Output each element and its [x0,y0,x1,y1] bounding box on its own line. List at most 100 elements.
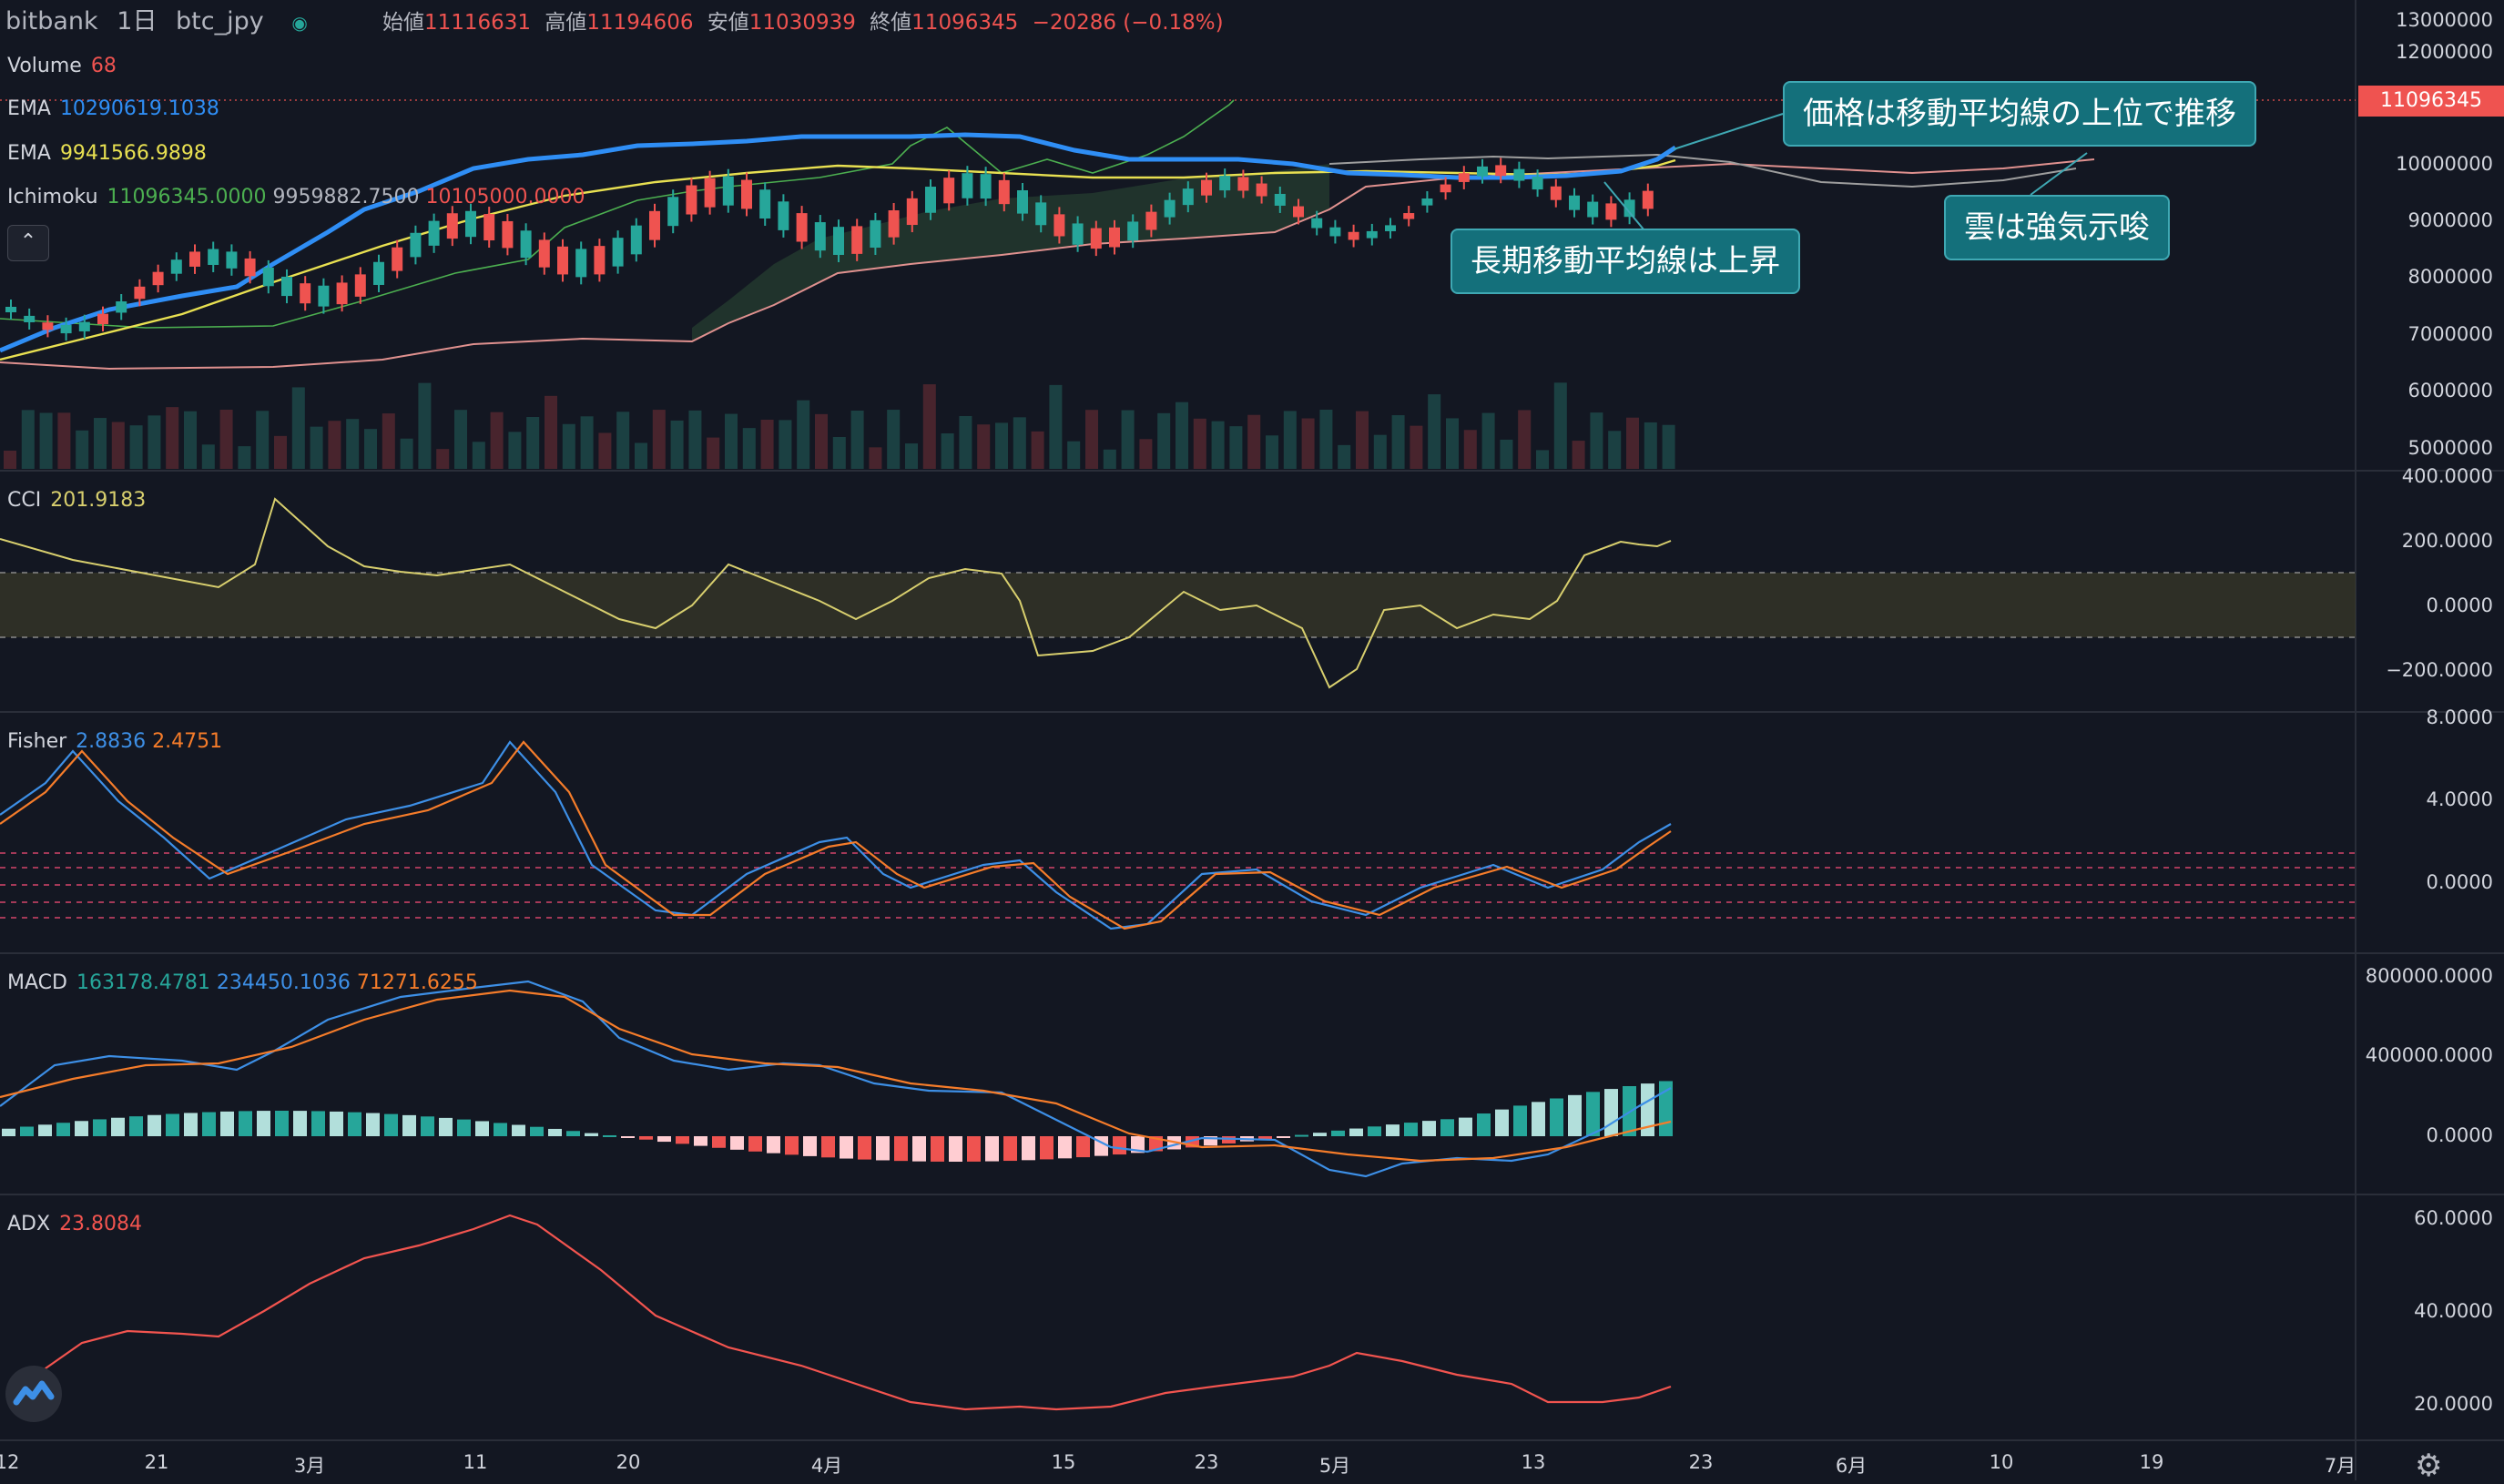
candle-body [410,232,422,258]
volume-bar [201,444,215,469]
high-label: 高値 [545,11,587,35]
macd-histogram-bar [1604,1089,1618,1136]
volume-legend[interactable]: Volume 68 [7,54,117,79]
macd-legend[interactable]: MACD 163178.4781 234450.1036 71271.6255 [7,971,478,996]
interval-label[interactable]: 1日 [117,7,158,36]
candle-body [1495,165,1507,177]
macd-histogram-bar [1568,1094,1582,1136]
symbol-header[interactable]: bitbank 1日 btc_jpy ◉ [5,9,308,36]
gear-icon[interactable]: ⚙ [2415,1448,2443,1484]
candle-body [557,246,568,275]
volume-bar [922,384,936,469]
fisher-legend[interactable]: Fisher 2.8836 2.4751 [7,729,222,755]
macd-histogram-bar [421,1116,434,1136]
macd-histogram-bar [1641,1083,1654,1136]
adx-value: 23.8084 [59,1213,143,1235]
macd-histogram-bar [1386,1124,1400,1136]
volume-bar [742,428,756,469]
candle-body [686,185,697,215]
price-tick: 10000000 [2396,153,2493,175]
volume-bar [1139,439,1153,469]
volume-bar [1176,401,1188,469]
macd-histogram-bar [931,1136,944,1162]
volume-bar [562,423,575,469]
fisher-value-1: 2.8836 [76,730,147,753]
ichimoku-label: Ichimoku [7,186,98,208]
candle-body [649,210,660,240]
volume-bar [1031,431,1044,469]
fisher-value-2: 2.4751 [152,730,223,753]
candle-body [465,210,476,238]
open-value: 11116631 [424,11,532,35]
macd-tick: 0.0000 [2426,1124,2493,1146]
volume-bar [1391,415,1405,469]
volume-bar [1319,410,1333,469]
ichimoku-legend[interactable]: Ichimoku 11096345.0000 9959882.7500 10105… [7,185,585,210]
volume-bar [580,416,594,469]
macd-tick: 400000.0000 [2365,1044,2493,1066]
macd-line [0,980,1672,1178]
volume-bar [905,443,918,469]
collapse-legend-button[interactable]: ⌃ [7,225,49,261]
macd-signal-line [0,989,1672,1163]
candle-body [612,238,624,267]
macd-histogram-bar [1258,1136,1272,1140]
candle-body [943,178,955,204]
ema-fast-legend[interactable]: EMA 10290619.1038 [7,97,219,122]
macd-histogram-bar [348,1112,361,1136]
macd-histogram-bar [93,1119,107,1136]
ema-slow-legend[interactable]: EMA 9941566.9898 [7,141,207,167]
candle-body [226,251,238,269]
macd-histogram-bar [621,1136,635,1138]
volume-bar [1338,444,1351,469]
candle-body [373,261,384,285]
volume-bar [256,411,270,469]
macd-histogram-bar [603,1134,616,1137]
cci-label: CCI [7,489,42,512]
candle-body [318,285,330,307]
volume-bar [1157,412,1171,469]
volume-bar [57,412,71,469]
candle-body [796,213,808,242]
volume-bar [526,416,540,469]
cci-band [0,573,2356,637]
volume-bar [328,421,341,469]
candle-body [1127,221,1139,241]
candle-body [134,286,146,300]
candle-body [1017,189,1028,214]
macd-value-3: 71271.6255 [356,971,478,994]
time-tick: 19 [2139,1451,2164,1473]
macd-histogram-bar [311,1111,325,1136]
macd-histogram-bar [840,1136,853,1159]
macd-histogram-bar [111,1117,125,1136]
volume-bar [869,447,882,469]
macd-histogram-bar [1349,1128,1363,1136]
adx-legend[interactable]: ADX 23.8084 [7,1212,142,1237]
volume-bar [1572,441,1585,469]
macd-histogram-bar [293,1111,307,1136]
volume-bar [598,432,612,469]
candle-body [998,179,1010,205]
candle-body [78,321,90,331]
volume-bar [436,449,450,469]
volume-bar [616,412,630,469]
time-tick: 4月 [810,1455,843,1477]
tradingview-logo-icon[interactable] [5,1366,62,1422]
macd-histogram-bar [1586,1092,1600,1136]
volume-bar [1446,418,1459,469]
candle-body [1237,177,1249,191]
volume-bar [76,430,89,469]
candle-body [722,176,734,206]
macd-histogram-bar [2,1128,15,1136]
symbol-name[interactable]: bitbank [5,7,98,36]
cci-legend[interactable]: CCI 201.9183 [7,488,146,513]
macd-histogram-bar [876,1136,890,1161]
candle-body [833,227,844,255]
candle-body [1090,228,1102,249]
callout-pointer [1673,113,1784,150]
macd-histogram-bar [1076,1136,1090,1158]
macd-value-2: 234450.1036 [216,971,351,994]
volume-bar [941,433,954,469]
candle-body [1532,177,1543,190]
